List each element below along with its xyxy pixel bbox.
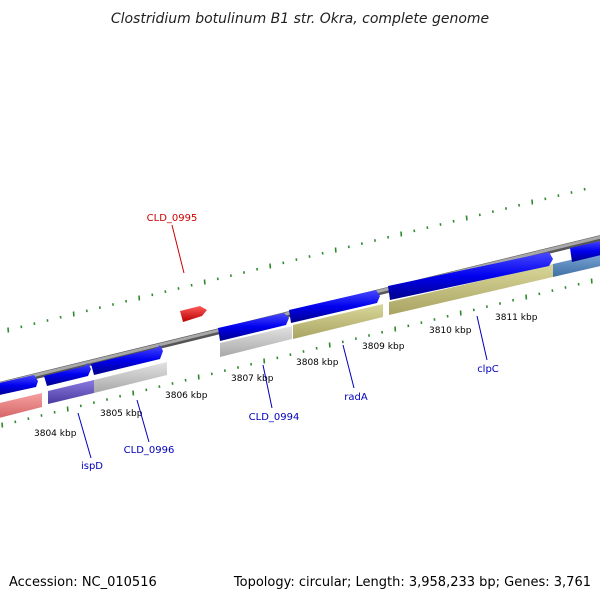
callout-cld-0996 [136, 399, 150, 443]
feature-segment-gray [94, 362, 167, 393]
gene-label-cld-0995[interactable]: CLD_0995 [147, 213, 198, 224]
gene-label-cld-0994[interactable]: CLD_0994 [249, 412, 300, 423]
feature-segment-pink [0, 393, 42, 418]
cds-arrow-cld-0996[interactable] [91, 345, 163, 375]
gene-label-cld-0996[interactable]: CLD_0996 [124, 445, 175, 456]
kbp-label: 3808 kbp [296, 358, 339, 368]
inner-tick-row [1, 278, 593, 428]
cds-arrow-right-edge[interactable] [570, 240, 600, 262]
kbp-label: 3810 kbp [429, 326, 472, 336]
cds-arrow-clpc[interactable] [388, 252, 553, 300]
gene-label-ispd[interactable]: ispD [81, 461, 103, 472]
callout-cld-0995 [171, 224, 185, 274]
callout-ispd [77, 412, 92, 459]
gene-label-rada[interactable]: radA [344, 392, 368, 403]
kbp-labels: 3804 kbp 3805 kbp 3806 kbp 3807 kbp 3808… [34, 313, 538, 439]
map-title: Clostridium botulinum B1 str. Okra, comp… [111, 11, 489, 27]
callout-clpc [476, 315, 488, 361]
accession-text: Accession: NC_010516 [9, 575, 157, 590]
cds-arrow-ispd-left[interactable] [0, 375, 38, 396]
gene-labels: CLD_0995 ispD CLD_0996 CLD_0994 radA clp… [81, 213, 499, 472]
kbp-label: 3807 kbp [231, 374, 274, 384]
kbp-label: 3809 kbp [362, 342, 405, 352]
kbp-label: 3805 kbp [100, 409, 143, 419]
cds-arrow-ispd[interactable] [44, 363, 91, 386]
feature-segment-gray-2 [220, 326, 292, 357]
kbp-label: 3806 kbp [165, 391, 208, 401]
cds-arrow-cld-0995[interactable] [180, 306, 207, 322]
feature-track [0, 253, 600, 418]
genome-summary-text: Topology: circular; Length: 3,958,233 bp… [233, 575, 591, 590]
feature-segment-steel [553, 253, 600, 277]
callout-cld-0994 [262, 364, 273, 409]
kbp-label: 3804 kbp [34, 429, 77, 439]
feature-segment-olive [293, 304, 383, 339]
feature-segment-purple [48, 380, 94, 404]
feature-segment-olive-2 [389, 264, 553, 315]
gene-label-clpc[interactable]: clpC [477, 364, 499, 375]
callout-rada [342, 344, 355, 389]
cds-track [0, 240, 600, 396]
cds-arrow-rada[interactable] [289, 290, 380, 323]
kbp-label: 3811 kbp [495, 313, 538, 323]
cds-arrow-cld-0994[interactable] [218, 313, 289, 341]
gene-callouts [77, 224, 488, 459]
outer-tick-row [7, 187, 586, 333]
